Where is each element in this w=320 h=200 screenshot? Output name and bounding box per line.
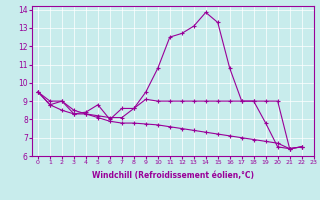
X-axis label: Windchill (Refroidissement éolien,°C): Windchill (Refroidissement éolien,°C) bbox=[92, 171, 254, 180]
